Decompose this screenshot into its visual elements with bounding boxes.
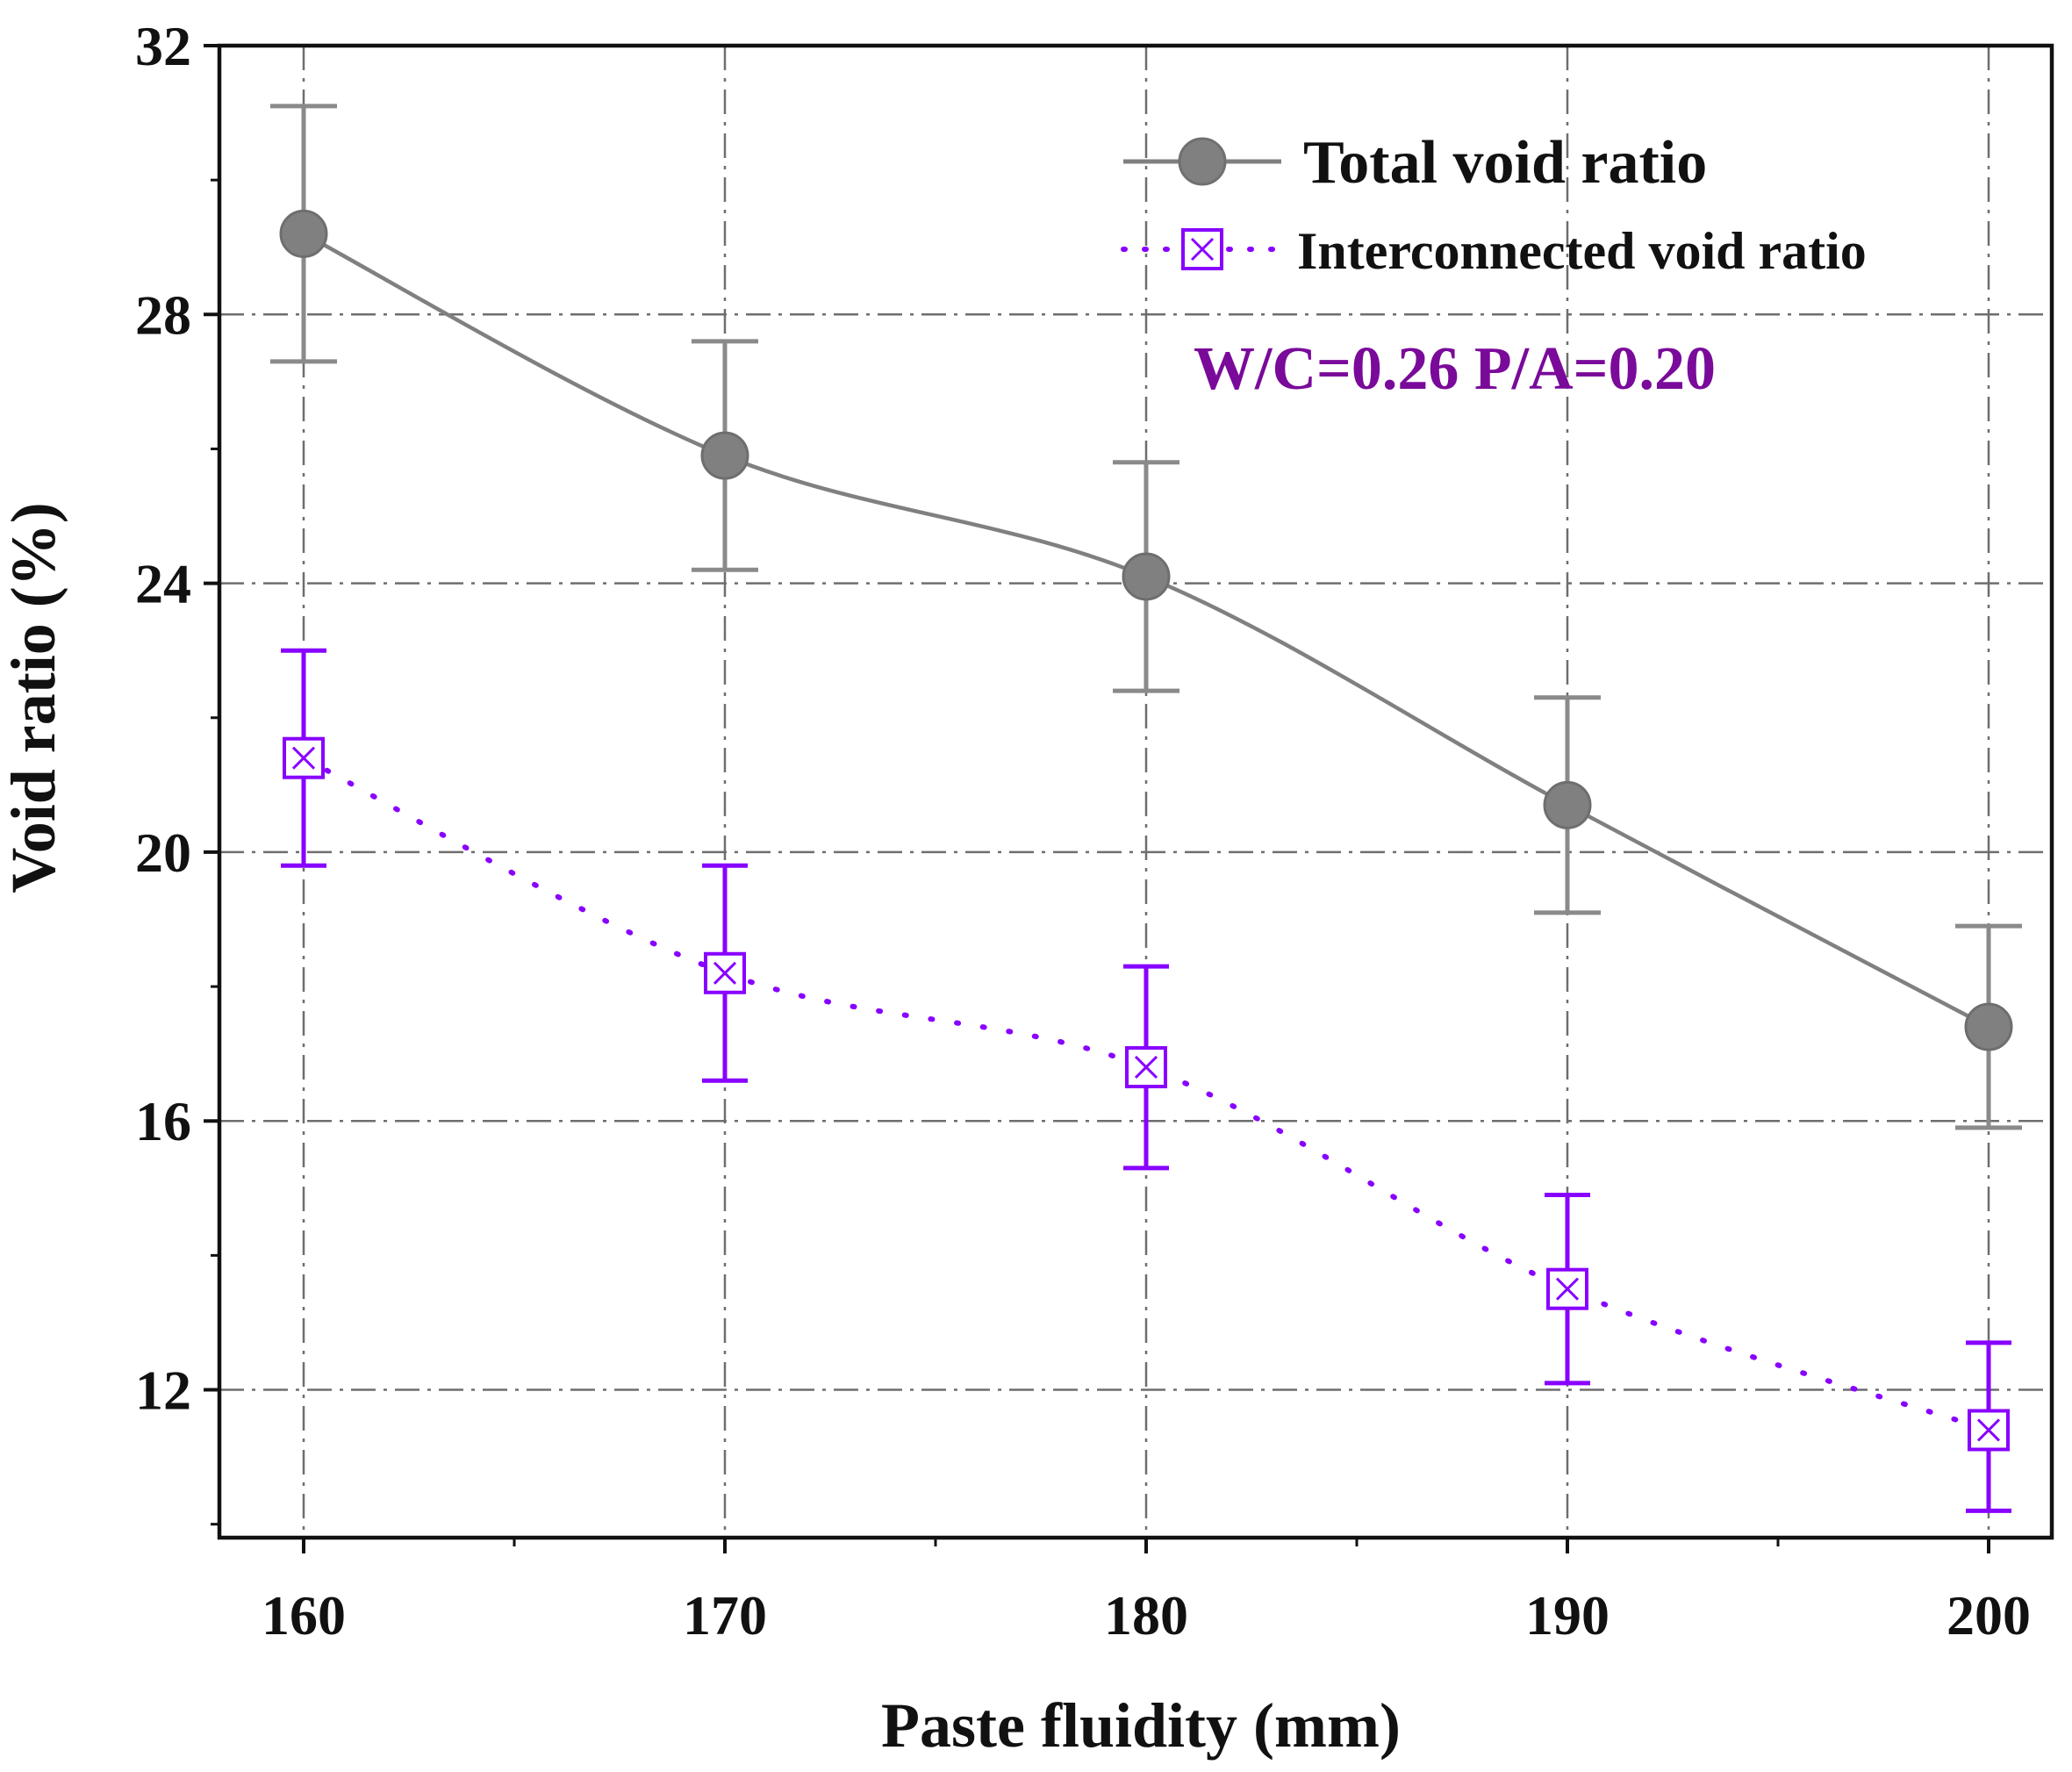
data-point xyxy=(1968,1409,2010,1452)
data-series xyxy=(270,104,2022,1513)
data-point xyxy=(704,951,746,994)
marker-cross xyxy=(291,746,316,770)
data-point xyxy=(1543,780,1592,829)
y-tick-label: 16 xyxy=(135,1090,191,1152)
chart-annotation: W/C=0.26 P/A=0.20 xyxy=(1194,335,1716,403)
legend-label-interconnected: Interconnected void ratio xyxy=(1297,222,1867,280)
legend: Total void ratio Interconnected void rat… xyxy=(1121,129,1867,280)
legend-marker-interconnected xyxy=(1181,228,1223,270)
y-tick-label: 20 xyxy=(135,821,191,884)
x-tick-label: 170 xyxy=(683,1584,767,1646)
legend-label-total: Total void ratio xyxy=(1303,129,1707,197)
data-point xyxy=(1546,1267,1588,1310)
x-tick-label: 190 xyxy=(1525,1584,1610,1646)
legend-marker-total xyxy=(1178,137,1227,186)
y-axis-title: Void ratio (%) xyxy=(0,502,68,893)
data-point xyxy=(700,431,749,480)
data-point xyxy=(279,209,328,258)
marker-cross xyxy=(1134,1055,1158,1080)
x-tick-label: 160 xyxy=(262,1584,346,1646)
axes: 160 170 180 190 200 12 16 20 24 28 32 xyxy=(135,15,2054,1646)
x-axis-title: Paste fluidity (mm) xyxy=(881,1690,1401,1761)
x-tick-label: 180 xyxy=(1104,1584,1188,1646)
data-point xyxy=(1125,1045,1167,1088)
y-tick-label: 24 xyxy=(135,553,191,615)
marker-cross xyxy=(1976,1418,2001,1442)
data-point xyxy=(1964,1002,2013,1051)
y-tick-label: 32 xyxy=(135,15,191,77)
data-point xyxy=(1122,552,1171,601)
marker-cross xyxy=(1555,1277,1580,1301)
marker-cross xyxy=(713,961,737,985)
plot-frame xyxy=(217,43,2054,1540)
x-tick-label: 200 xyxy=(1947,1584,2031,1646)
data-point xyxy=(283,736,325,779)
y-tick-label: 28 xyxy=(135,283,191,346)
y-tick-label: 12 xyxy=(135,1359,191,1422)
